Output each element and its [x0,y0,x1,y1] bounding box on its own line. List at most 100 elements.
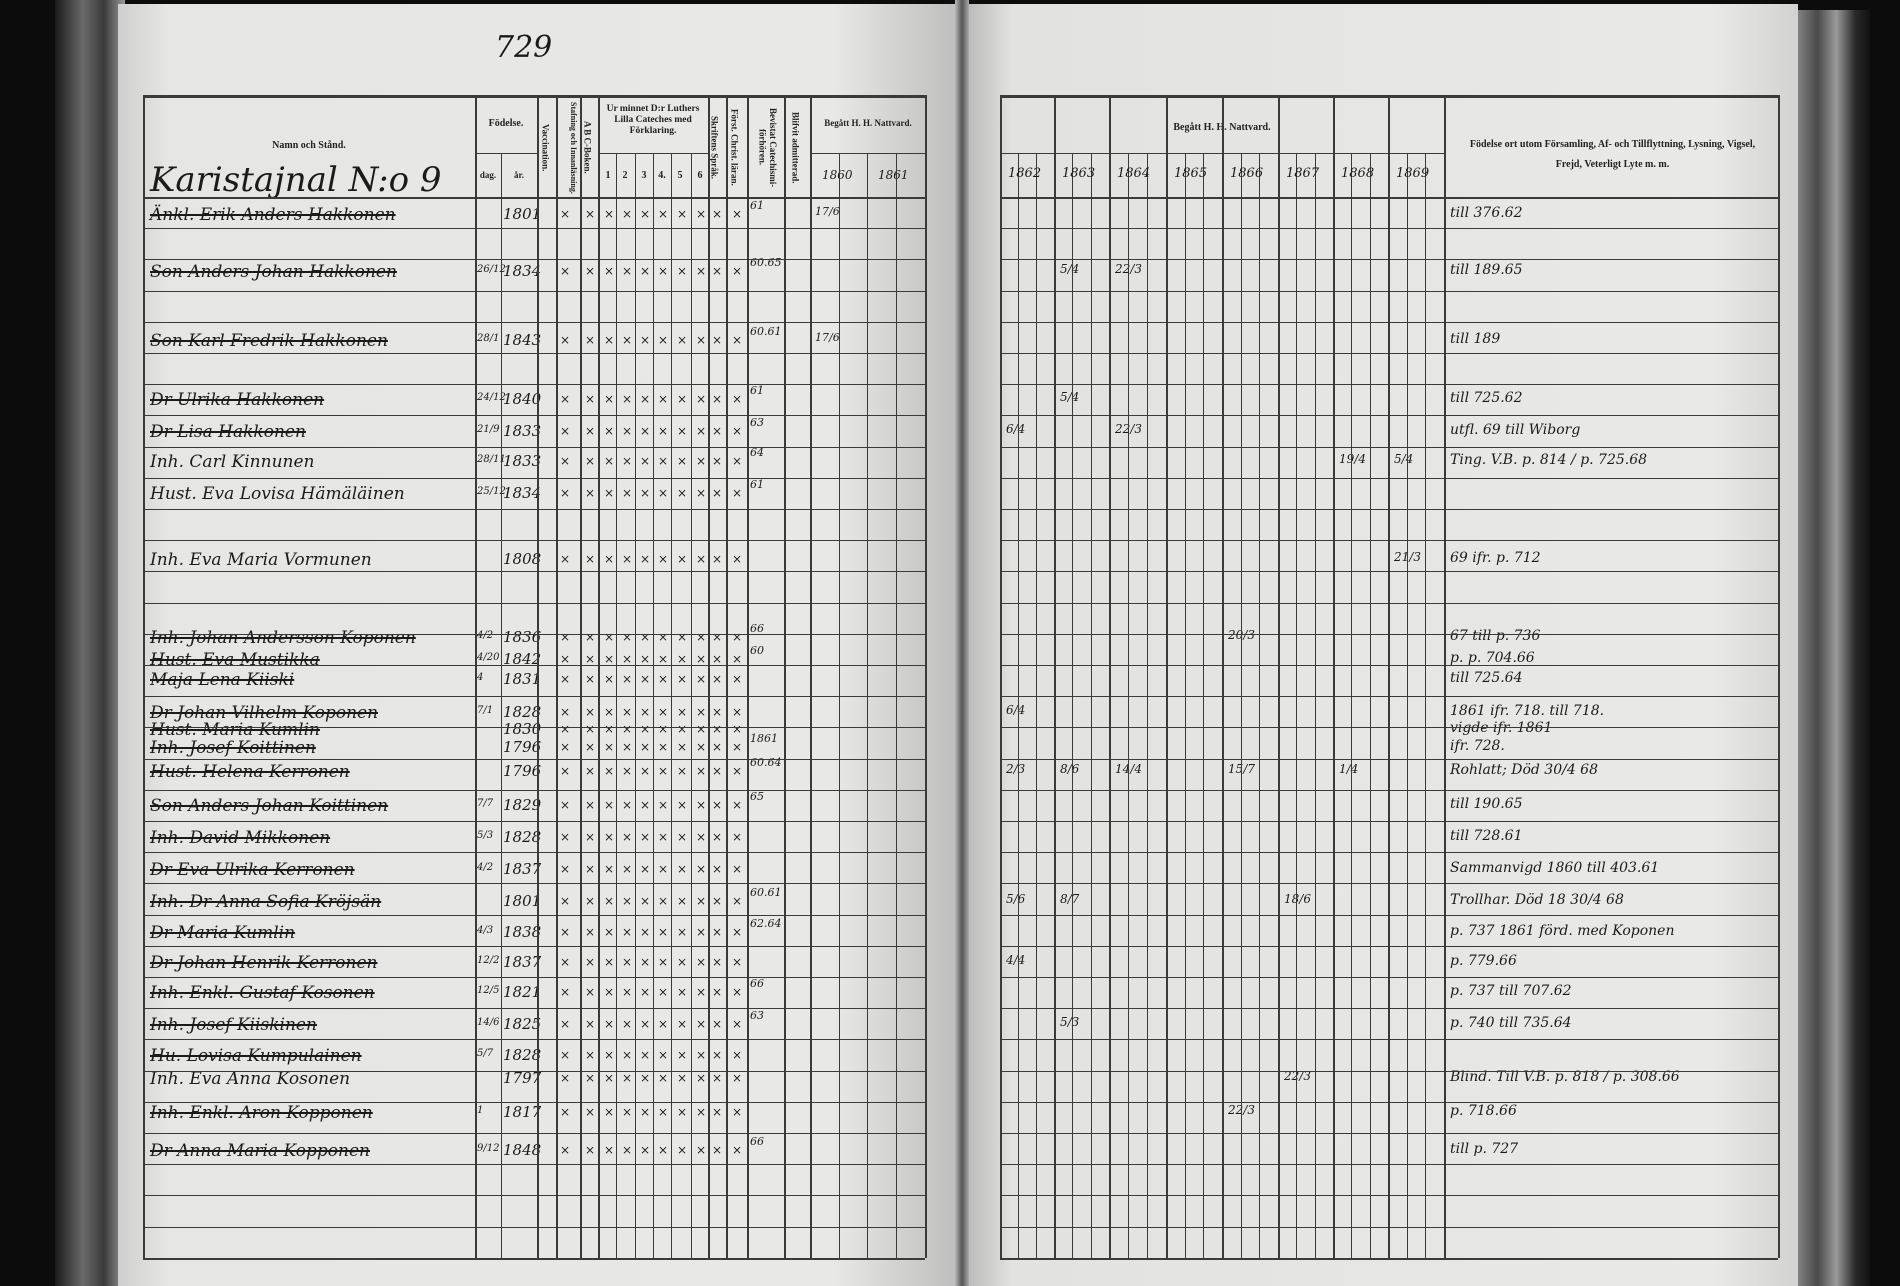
catechism-exams: 61 [750,478,764,491]
knowledge-mark: × [712,955,723,969]
communion-mark: 8/6 [1060,762,1080,776]
column-line [1166,95,1168,1258]
knowledge-mark: × [604,207,615,221]
row-line [1000,1102,1778,1103]
knowledge-mark: × [712,1017,723,1031]
knowledge-mark: × [604,1017,615,1031]
knowledge-mark: × [732,652,743,666]
rule-line [598,153,708,154]
knowledge-mark: × [658,652,669,666]
remark: Trollhar. Död 18 30/4 68 [1450,892,1624,908]
remark: Sammanvigd 1860 till 403.61 [1450,860,1660,876]
birth-day: 4/3 [477,925,494,936]
birth-day: 4 [477,672,484,683]
knowledge-mark: × [658,705,669,719]
knowledge-mark: × [696,264,707,278]
column-line [1184,153,1186,1258]
knowledge-mark: × [696,862,707,876]
knowledge-mark: × [696,705,707,719]
birth-day: 12/5 [477,985,500,996]
row-line [1000,384,1778,385]
row-line [143,634,925,635]
knowledge-mark: × [640,207,651,221]
row-line [1000,634,1778,635]
knowledge-mark: × [658,630,669,644]
header-catechism-part: 4. [658,170,666,181]
column-line [1259,153,1261,1258]
knowledge-mark: × [585,1071,596,1085]
person-name: Dr Maria Kumlin [150,923,296,943]
person-name: Son Karl Fredrik Hakkonen [150,331,388,351]
header-communion-left: Begått H. H. Nattvard. [824,118,912,128]
row-line [143,228,925,229]
column-line [1278,95,1280,1258]
knowledge-mark: × [622,830,633,844]
row-line [1000,1164,1778,1165]
knowledge-mark: × [677,764,688,778]
knowledge-mark: × [696,630,707,644]
column-line [726,95,728,1258]
communion-mark: 5/6 [1006,892,1026,906]
knowledge-mark: × [658,392,669,406]
knowledge-mark: × [712,1071,723,1085]
birth-day: 5/7 [477,1048,494,1059]
knowledge-mark: × [677,1017,688,1031]
knowledge-mark: × [732,424,743,438]
knowledge-mark: × [560,630,571,644]
knowledge-mark: × [585,486,596,500]
row-line [1000,415,1778,416]
column-line [1036,153,1037,1258]
birth-year: 1831 [503,670,542,688]
person-name: Inh. Johan Andersson Koponen [150,628,416,648]
knowledge-mark: × [585,1105,596,1119]
knowledge-mark: × [658,1048,669,1062]
knowledge-mark: × [696,1071,707,1085]
rule-line [810,153,925,154]
knowledge-mark: × [712,264,723,278]
row-line [1000,1195,1778,1196]
knowledge-mark: × [622,925,633,939]
catechism-exams: 61 [750,199,764,212]
remark: till 725.62 [1450,390,1523,406]
knowledge-mark: × [622,207,633,221]
birth-year: 1797 [503,1069,542,1087]
communion-mark: 5/3 [1060,1015,1080,1029]
birth-year: 1837 [503,860,542,878]
header-year-1861: 1861 [878,168,909,182]
person-name: Dr Eva Ulrika Kerronen [150,860,355,880]
knowledge-mark: × [560,764,571,778]
knowledge-mark: × [658,985,669,999]
row-line [143,696,925,697]
remark: till 190.65 [1450,796,1523,812]
column-line [925,95,927,1258]
person-name: Dr Anna Maria Kopponen [150,1141,370,1161]
knowledge-mark: × [604,894,615,908]
knowledge-mark: × [732,764,743,778]
right-page [962,4,1798,1286]
knowledge-mark: × [677,552,688,566]
knowledge-mark: × [622,1017,633,1031]
birth-day: 4/20 [477,652,500,663]
row-line [1000,883,1778,884]
knowledge-mark: × [732,333,743,347]
birth-year: 1848 [503,1141,542,1159]
knowledge-mark: × [604,1071,615,1085]
knowledge-mark: × [696,740,707,754]
column-line [1072,153,1074,1258]
column-line [708,95,710,1258]
row-line [1000,603,1778,604]
knowledge-mark: × [677,1048,688,1062]
knowledge-mark: × [622,486,633,500]
knowledge-mark: × [677,798,688,812]
row-line [1000,353,1778,354]
knowledge-mark: × [712,925,723,939]
knowledge-mark: × [640,705,651,719]
knowledge-mark: × [560,486,571,500]
knowledge-mark: × [658,722,669,736]
row-line [143,478,925,479]
row-line [1000,696,1778,697]
knowledge-mark: × [712,486,723,500]
row-line [143,447,925,448]
remark: p. 779.66 [1450,953,1517,969]
knowledge-mark: × [696,830,707,844]
